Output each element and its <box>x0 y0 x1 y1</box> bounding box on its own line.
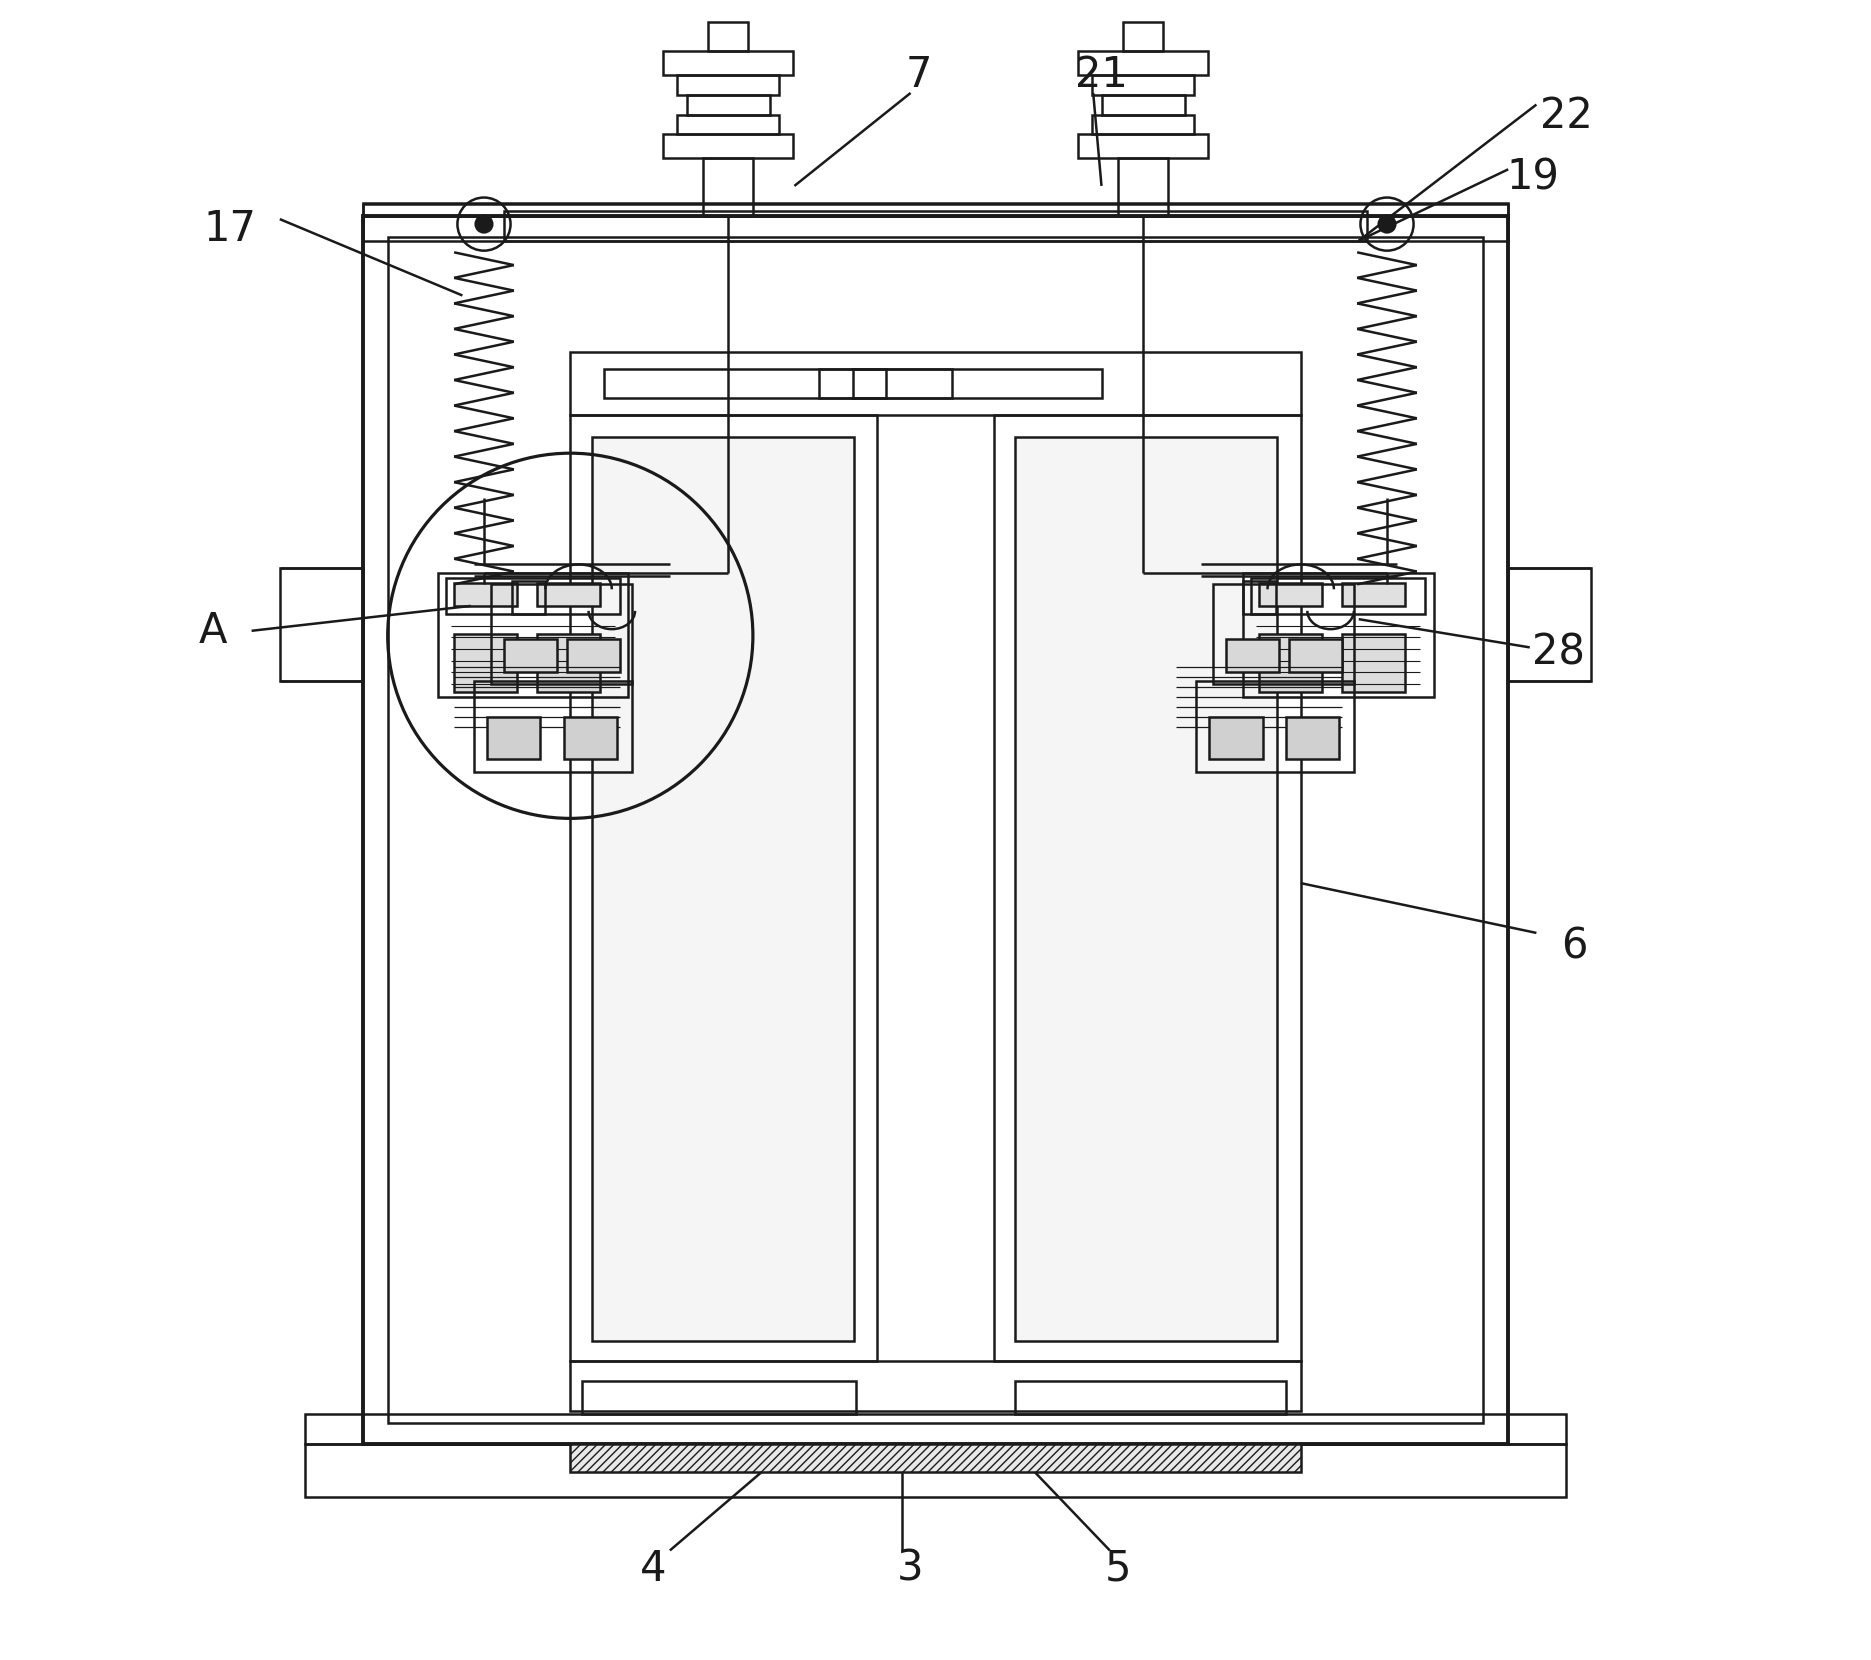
Bar <box>1102 95 1184 115</box>
Bar <box>571 1444 1300 1472</box>
Text: A: A <box>198 609 228 652</box>
Bar <box>455 583 516 606</box>
Bar <box>582 1381 855 1414</box>
Bar <box>1123 22 1164 51</box>
Bar <box>604 369 885 398</box>
Bar <box>473 681 632 772</box>
Bar <box>1259 634 1323 692</box>
Bar <box>537 634 601 692</box>
Bar <box>571 352 1300 415</box>
Bar <box>1508 568 1590 681</box>
Bar <box>486 717 541 759</box>
Bar <box>1342 583 1405 606</box>
Bar <box>1016 437 1278 1341</box>
Bar <box>490 584 632 684</box>
Bar <box>281 568 363 681</box>
Bar <box>567 639 619 672</box>
Bar <box>503 211 1368 241</box>
Bar <box>571 415 877 1361</box>
Bar <box>1078 51 1209 75</box>
Bar <box>1016 1381 1285 1414</box>
Bar <box>687 95 769 115</box>
Text: 28: 28 <box>1532 631 1585 674</box>
Bar <box>662 51 793 75</box>
Bar <box>1242 581 1276 614</box>
Bar <box>1091 115 1194 134</box>
Bar <box>438 573 629 697</box>
Bar <box>853 369 952 398</box>
Text: 5: 5 <box>1106 1547 1132 1590</box>
Circle shape <box>475 216 492 232</box>
Bar <box>1226 639 1280 672</box>
Bar <box>513 581 546 614</box>
Text: 17: 17 <box>204 208 256 251</box>
Bar <box>1212 584 1355 684</box>
Bar <box>1119 158 1168 216</box>
Bar <box>707 22 748 51</box>
Text: 19: 19 <box>1506 156 1560 199</box>
Bar <box>1209 717 1263 759</box>
Bar <box>1252 578 1426 614</box>
Bar <box>455 634 516 692</box>
Text: 4: 4 <box>640 1547 666 1590</box>
Bar <box>703 158 752 216</box>
Bar <box>445 578 619 614</box>
Bar <box>305 1414 1566 1444</box>
Bar <box>1259 583 1323 606</box>
Bar <box>363 216 1508 1444</box>
Bar <box>677 75 780 95</box>
Bar <box>994 415 1300 1361</box>
Bar <box>1285 717 1340 759</box>
Bar <box>1342 634 1405 692</box>
Bar <box>1289 639 1342 672</box>
Bar <box>571 1361 1300 1411</box>
Bar <box>1242 573 1433 697</box>
Bar <box>537 583 601 606</box>
Text: 7: 7 <box>906 53 932 96</box>
Bar <box>1196 681 1355 772</box>
Circle shape <box>1379 216 1396 232</box>
Bar <box>677 115 780 134</box>
Bar <box>363 204 1508 241</box>
Bar <box>503 639 558 672</box>
Bar <box>662 134 793 158</box>
Bar <box>563 717 617 759</box>
Text: 6: 6 <box>1562 925 1588 968</box>
Text: 21: 21 <box>1076 53 1128 96</box>
Bar <box>819 369 1102 398</box>
Text: 3: 3 <box>898 1547 924 1590</box>
Bar <box>305 1444 1566 1497</box>
Bar <box>363 203 1508 216</box>
Bar <box>1091 75 1194 95</box>
Bar <box>1078 134 1209 158</box>
Text: 22: 22 <box>1540 95 1592 138</box>
Bar <box>591 437 855 1341</box>
Bar <box>387 237 1484 1423</box>
